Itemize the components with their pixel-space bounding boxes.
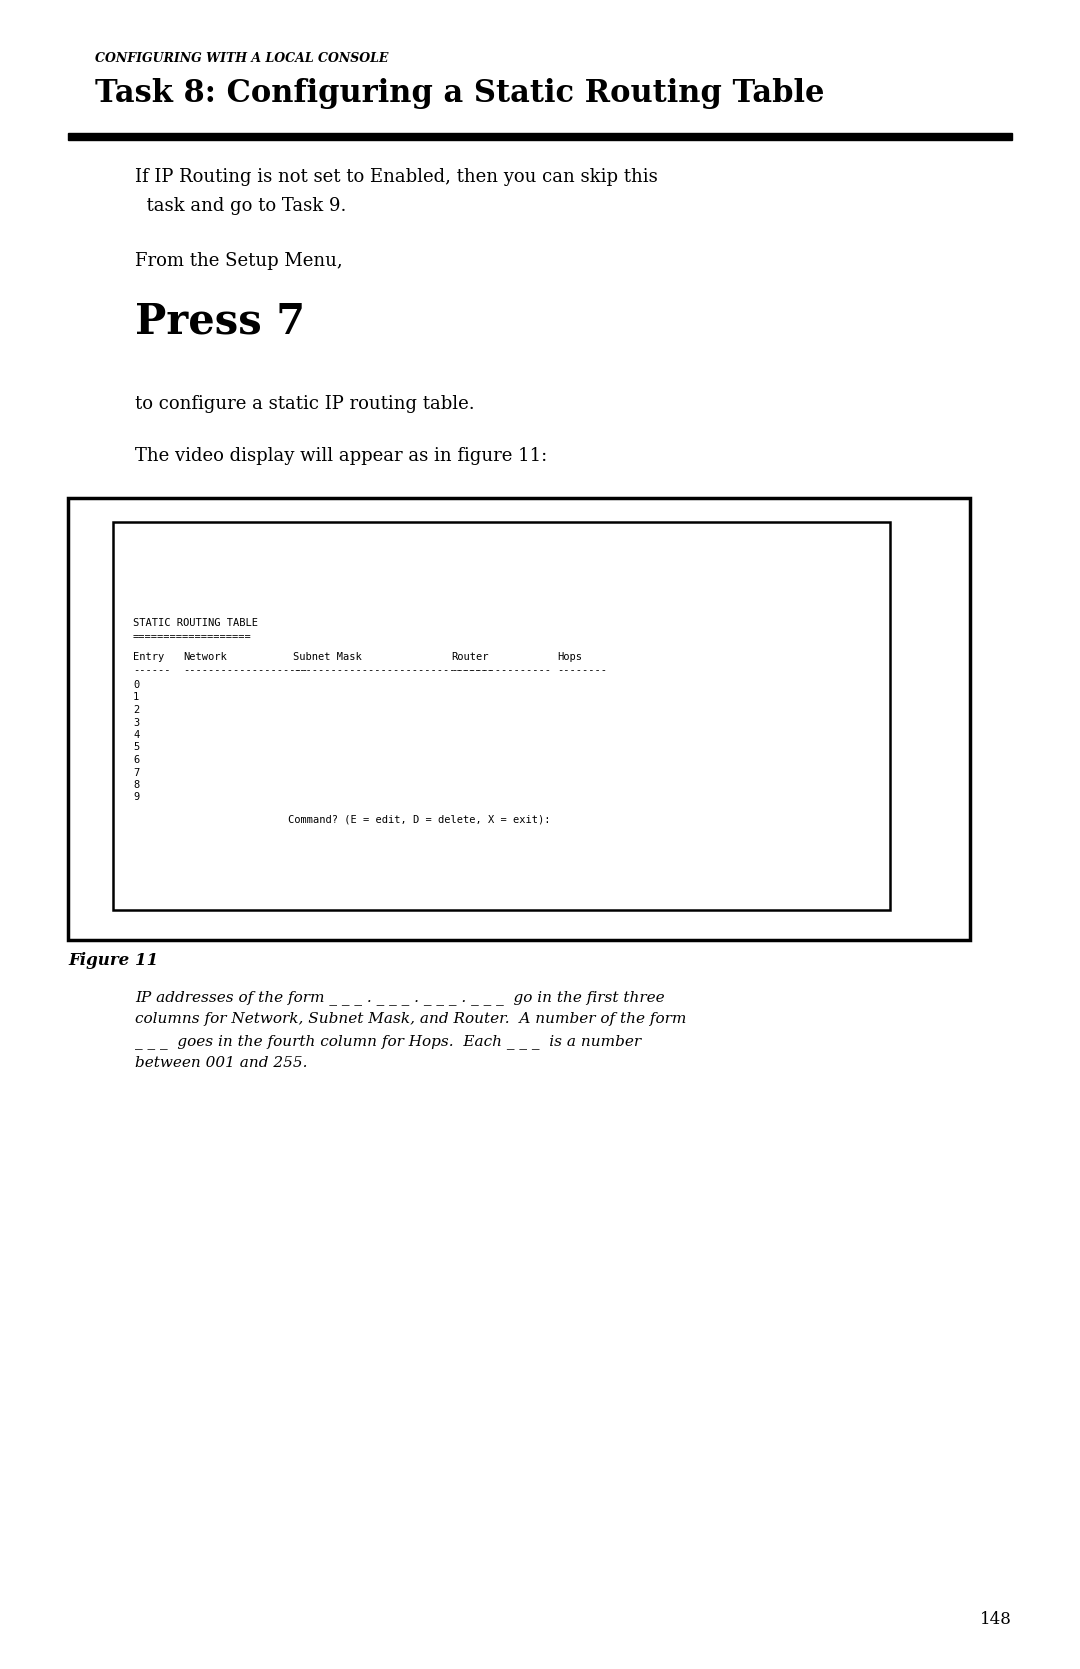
- Text: _ _ _  goes in the fourth column for Hops.  Each _ _ _  is a number: _ _ _ goes in the fourth column for Hops…: [135, 1035, 642, 1048]
- Text: ------: ------: [133, 664, 171, 674]
- Text: The video display will appear as in figure 11:: The video display will appear as in figu…: [135, 447, 548, 466]
- Bar: [113, 522, 890, 910]
- Text: IP addresses of the form _ _ _ . _ _ _ . _ _ _ . _ _ _  go in the first three: IP addresses of the form _ _ _ . _ _ _ .…: [135, 990, 664, 1005]
- Text: task and go to Task 9.: task and go to Task 9.: [135, 197, 347, 215]
- Text: Hops: Hops: [557, 653, 582, 663]
- Text: 148: 148: [981, 1611, 1012, 1627]
- Text: Entry: Entry: [133, 653, 164, 663]
- Text: Command? (E = edit, D = delete, X = exit):: Command? (E = edit, D = delete, X = exit…: [288, 814, 551, 824]
- Text: --------: --------: [557, 664, 607, 674]
- Text: columns for Network, Subnet Mask, and Router.  A number of the form: columns for Network, Subnet Mask, and Ro…: [135, 1011, 687, 1026]
- Text: CONFIGURING WITH A LOCAL CONSOLE: CONFIGURING WITH A LOCAL CONSOLE: [95, 52, 389, 65]
- Text: between 001 and 255.: between 001 and 255.: [135, 1056, 308, 1070]
- Text: If IP Routing is not set to Enabled, then you can skip this: If IP Routing is not set to Enabled, the…: [135, 169, 658, 185]
- Text: 2: 2: [133, 704, 139, 714]
- Text: ===================: ===================: [133, 633, 252, 643]
- Bar: [68, 497, 970, 940]
- Bar: [68, 134, 1012, 140]
- Text: Task 8: Configuring a Static Routing Table: Task 8: Configuring a Static Routing Tab…: [95, 78, 824, 108]
- Text: 3: 3: [133, 718, 139, 728]
- Text: 5: 5: [133, 743, 139, 753]
- Text: 1: 1: [133, 693, 139, 703]
- Text: --------------------------------: --------------------------------: [293, 664, 492, 674]
- Text: Figure 11: Figure 11: [68, 951, 159, 970]
- Text: to configure a static IP routing table.: to configure a static IP routing table.: [135, 396, 474, 412]
- Text: STATIC ROUTING TABLE: STATIC ROUTING TABLE: [133, 618, 258, 628]
- Text: Network: Network: [183, 653, 227, 663]
- Text: 7: 7: [133, 768, 139, 778]
- Text: Router: Router: [451, 653, 488, 663]
- Text: 8: 8: [133, 779, 139, 789]
- Text: From the Setup Menu,: From the Setup Menu,: [135, 252, 342, 270]
- Text: 9: 9: [133, 793, 139, 803]
- Text: Press 7: Press 7: [135, 300, 306, 342]
- Text: --------------------: --------------------: [183, 664, 308, 674]
- Text: 4: 4: [133, 729, 139, 739]
- Text: ----------------: ----------------: [451, 664, 551, 674]
- Text: 0: 0: [133, 679, 139, 689]
- Text: 6: 6: [133, 754, 139, 764]
- Text: Subnet Mask: Subnet Mask: [293, 653, 362, 663]
